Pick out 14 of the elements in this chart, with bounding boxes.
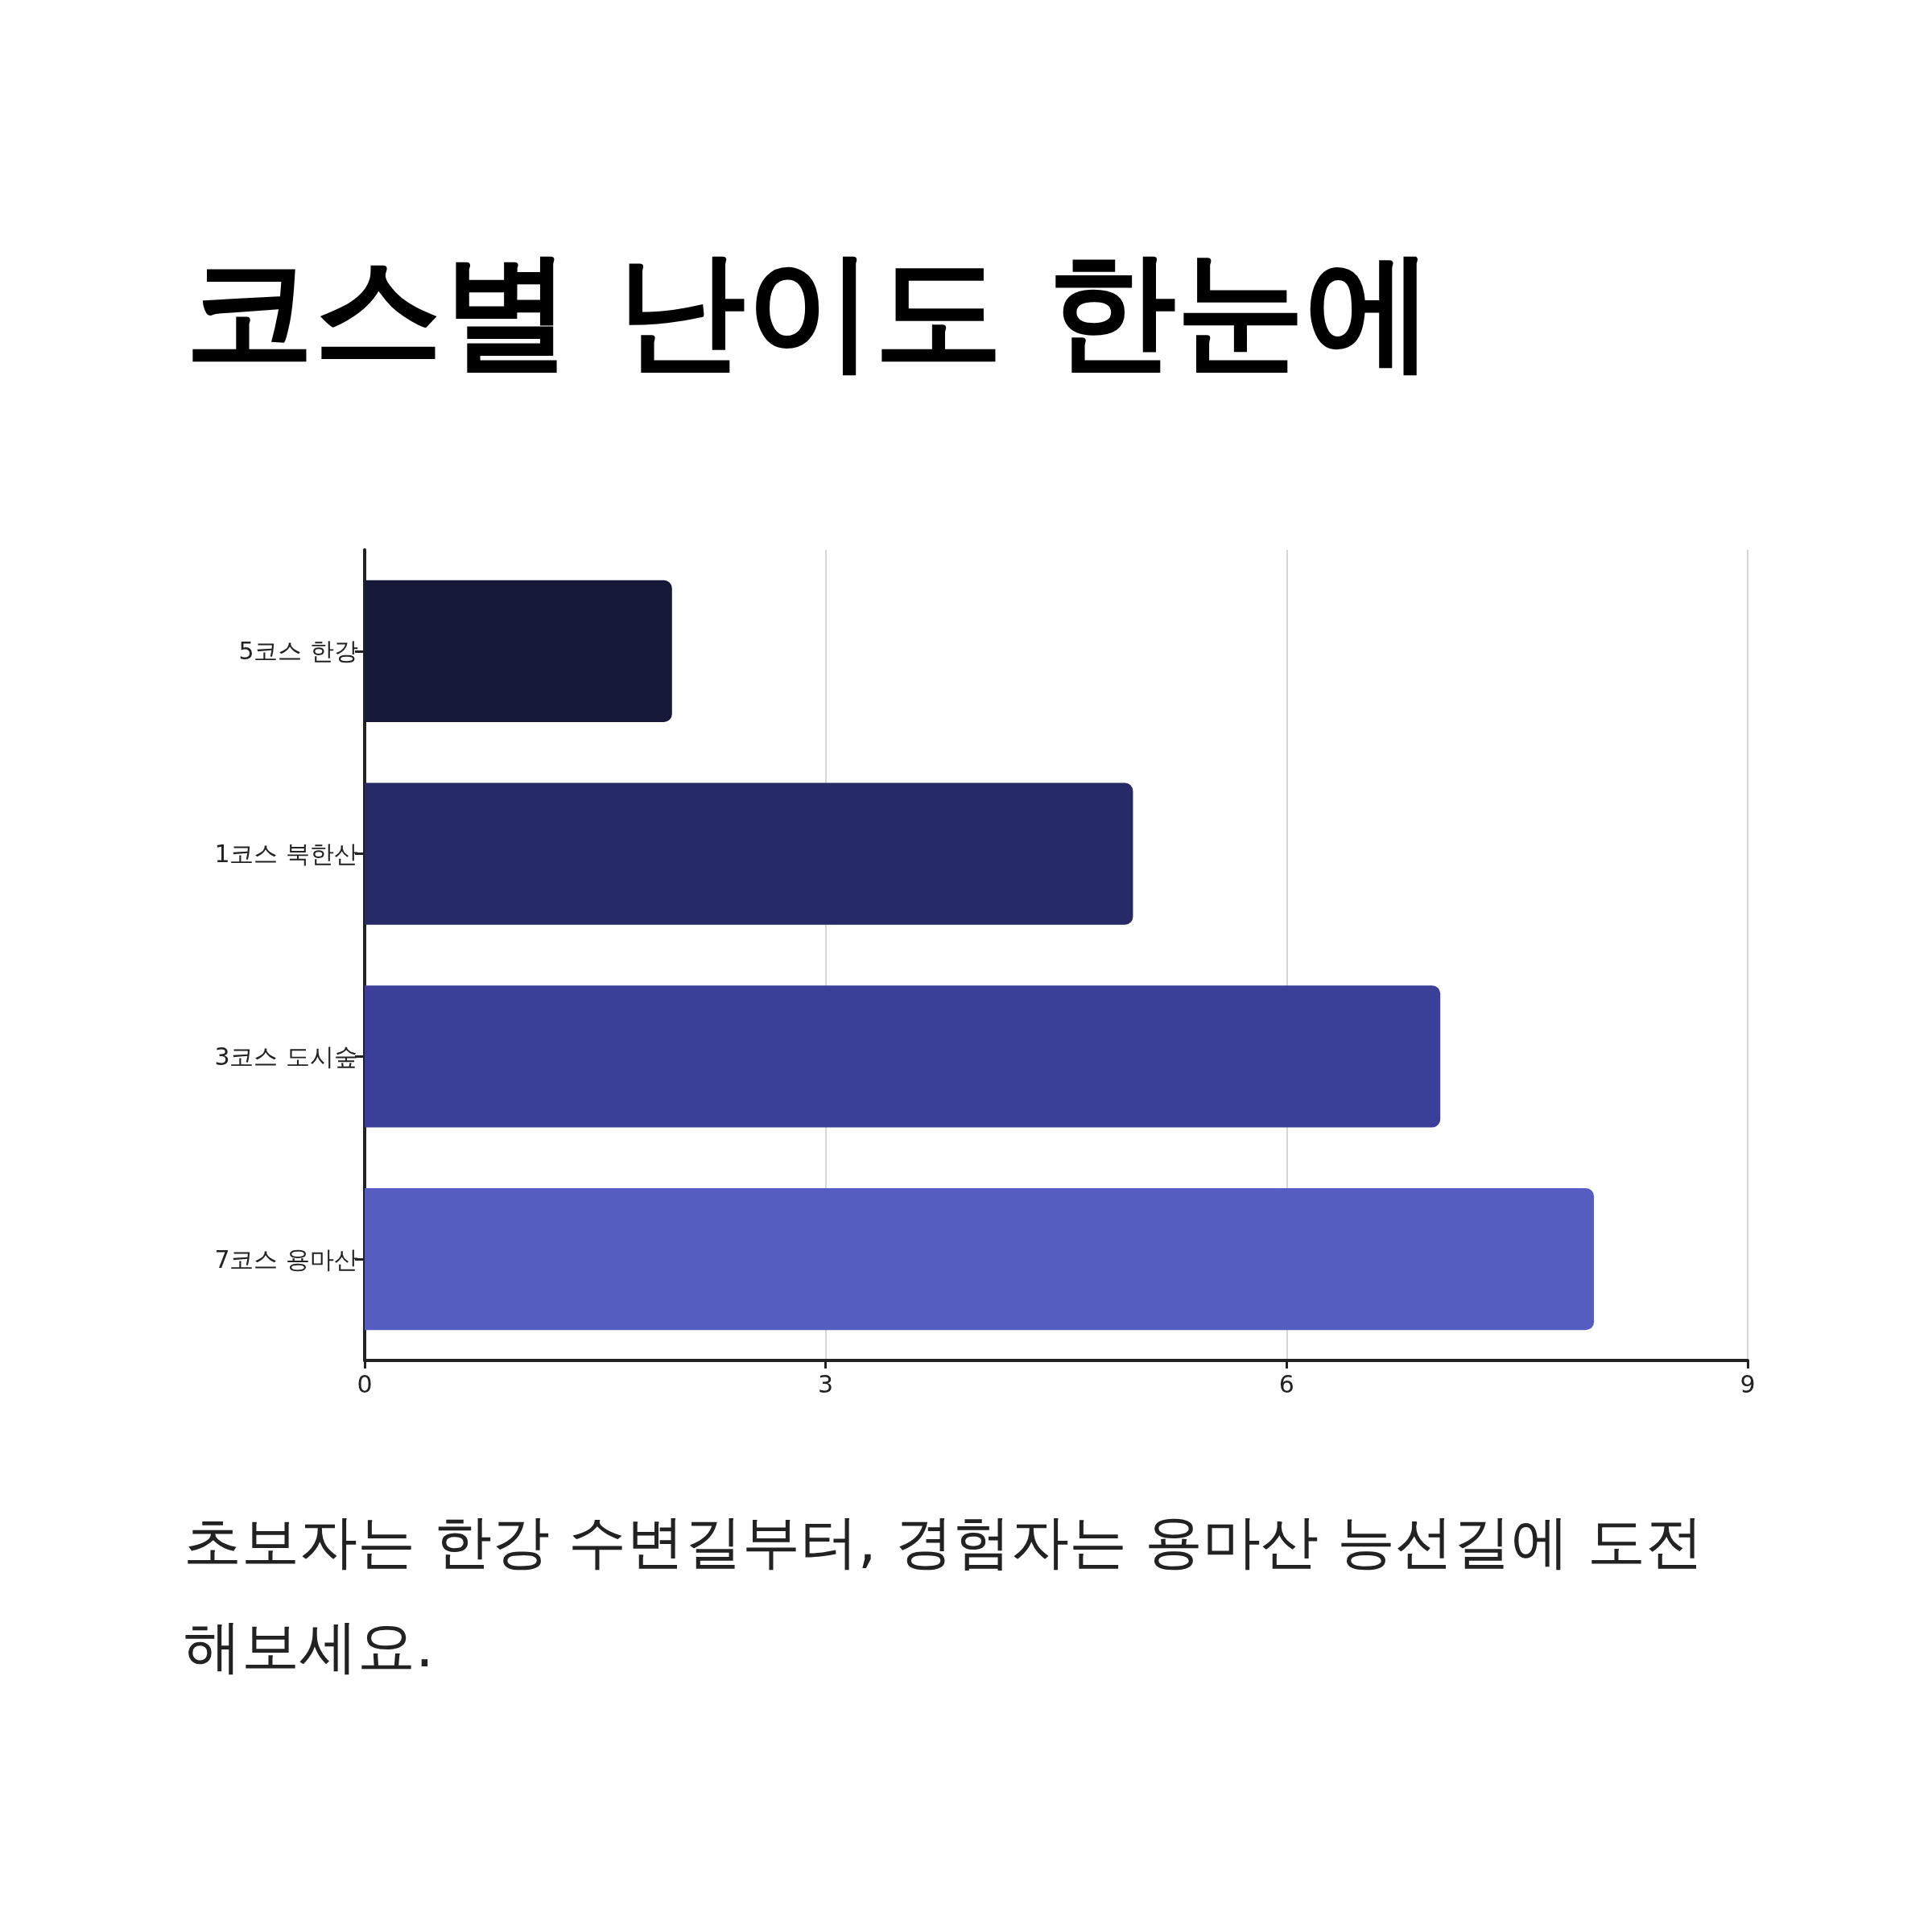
bar [365,985,1441,1128]
x-tick-label: 0 [357,1369,373,1398]
bar [365,580,672,722]
bar [365,1188,1595,1331]
x-tick-label: 6 [1278,1369,1294,1398]
bar [365,782,1133,925]
x-tick-label: 9 [1740,1369,1756,1398]
y-tick-label: 3코스 도시숲 [214,1042,358,1071]
x-tick-label: 3 [818,1369,834,1398]
y-tick-label: 1코스 북한산 [214,840,358,869]
y-tick-label: 5코스 한강 [238,637,358,666]
y-tick-label: 7코스 용마산 [214,1245,358,1274]
text: 초보자는 한강 수변길부터, 경험자는 용마산 능선길에 도전해보세요. [184,1508,1704,1680]
chart-title: 코스별 난이도 한눈에 [185,234,1435,386]
